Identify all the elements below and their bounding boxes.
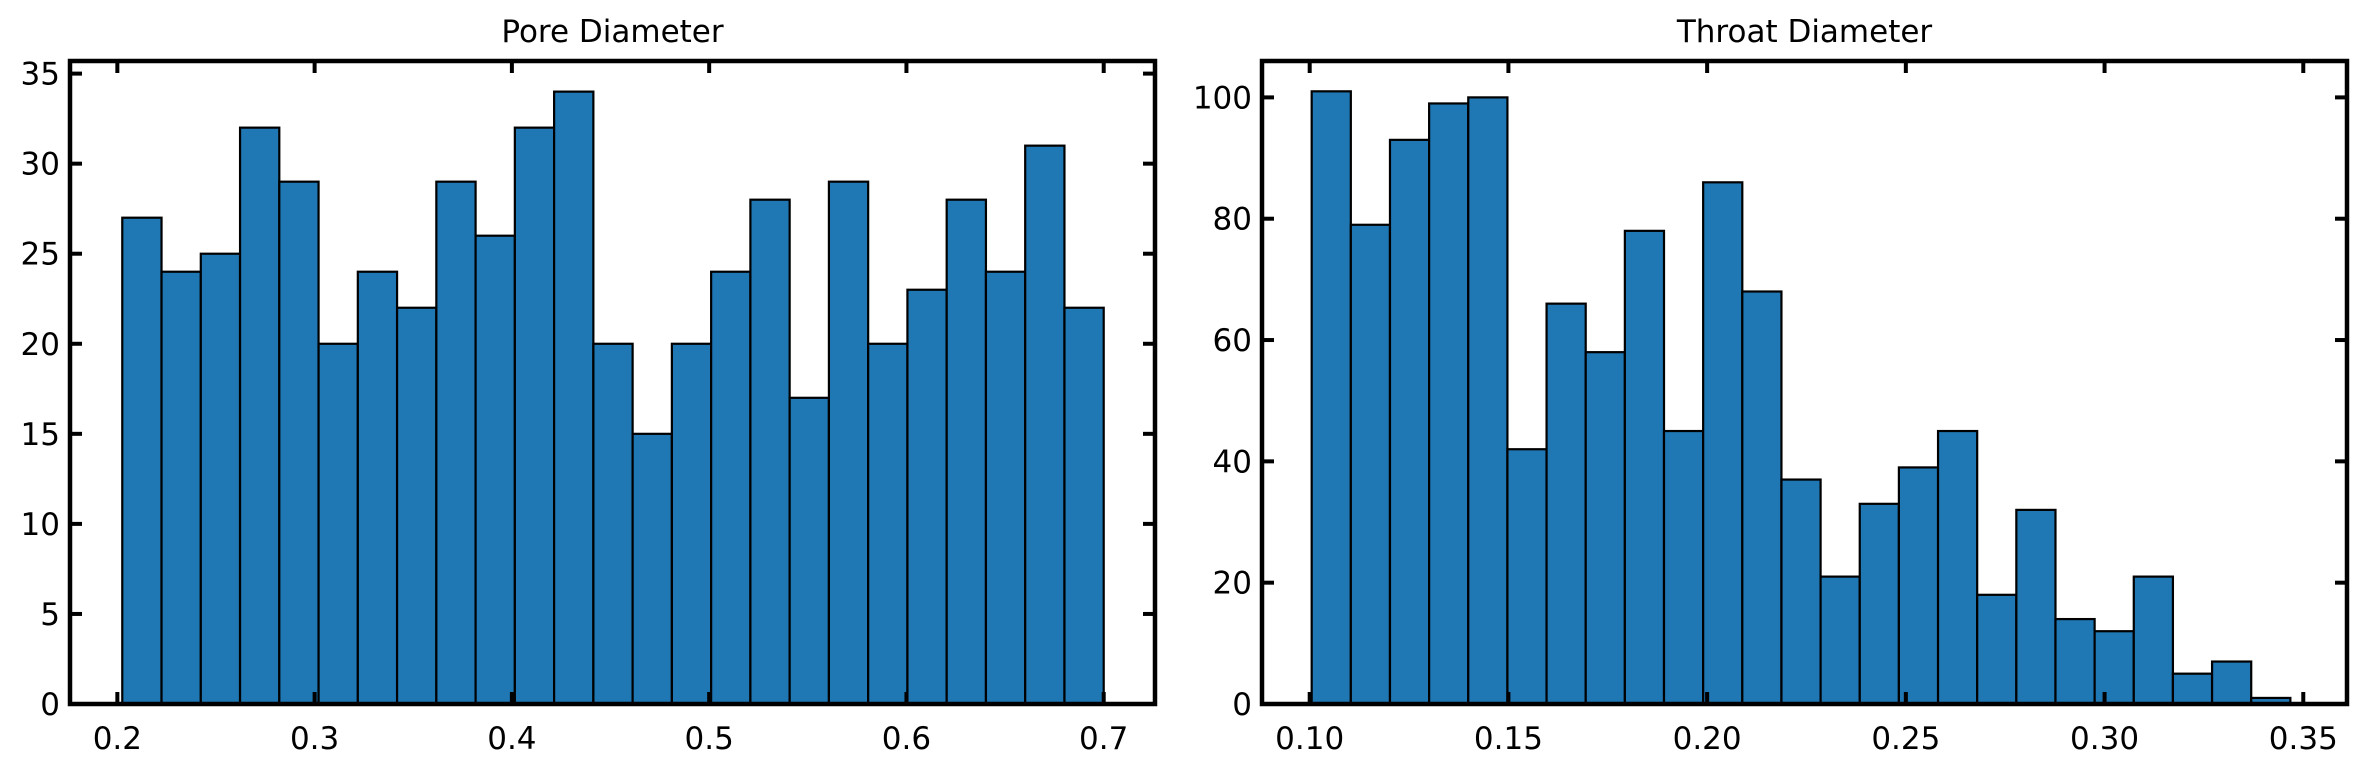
histogram-bar — [1310, 90, 1352, 706]
histogram-bar — [1936, 429, 1979, 706]
y-tick-label: 20 — [1213, 566, 1252, 602]
histogram-bar — [121, 216, 163, 706]
histogram-bar — [592, 342, 634, 706]
y-tick-label: 5 — [40, 597, 60, 633]
x-tick-label: 0.10 — [1275, 721, 1344, 757]
histogram-bar — [1349, 223, 1392, 706]
x-tick-label: 0.15 — [1474, 721, 1543, 757]
y-tick-label: 100 — [1193, 80, 1252, 116]
histogram-bar — [474, 234, 516, 706]
histogram-bar — [788, 396, 831, 706]
histogram-bar — [1428, 102, 1470, 706]
histogram-bar — [1506, 448, 1548, 706]
y-tick-label: 80 — [1213, 202, 1252, 238]
histogram-bar — [1662, 429, 1705, 706]
histogram-bar — [1467, 96, 1509, 706]
chart-title: Throat Diameter — [1676, 14, 1933, 50]
x-tick-label: 0.25 — [1871, 721, 1940, 757]
histogram-bar — [513, 126, 556, 706]
histogram-bar — [2015, 508, 2057, 706]
histogram-bar — [1623, 229, 1666, 706]
y-tick-label: 60 — [1213, 323, 1252, 359]
y-tick-label: 30 — [21, 147, 60, 183]
histogram-bar — [984, 270, 1027, 706]
histogram-bar — [1545, 302, 1587, 706]
x-tick-label: 0.3 — [290, 721, 339, 757]
histogram-bar — [395, 306, 438, 706]
x-tick-label: 0.30 — [2070, 721, 2139, 757]
histogram-bar — [631, 432, 673, 706]
histogram-bar — [827, 180, 870, 706]
histogram-bar — [1897, 466, 1940, 706]
x-tick-label: 0.2 — [93, 721, 142, 757]
histogram-bar — [710, 270, 752, 706]
histogram-bar — [945, 198, 988, 706]
histogram-bar — [356, 270, 399, 706]
histogram-bar — [1858, 502, 1900, 706]
x-tick-label: 0.5 — [685, 721, 734, 757]
histogram-bar — [1024, 144, 1066, 706]
histogram-bar — [906, 288, 948, 706]
y-tick-label: 15 — [21, 417, 60, 453]
histogram-bar — [2093, 630, 2135, 706]
y-tick-label: 40 — [1213, 444, 1252, 480]
pore-diameter-histogram: 0.2 0.3 0.4 0.5 0.6 0.7 0 5 10 15 20 25 30 35 Pore Dia… — [21, 14, 1158, 757]
histogram-bar — [199, 252, 242, 706]
histogram-bar — [749, 198, 791, 706]
y-tick-label: 10 — [21, 507, 60, 543]
histogram-bar — [2171, 672, 2214, 706]
histogram-bar — [1702, 181, 1744, 706]
x-tick-label: 0.7 — [1079, 721, 1128, 757]
throat-diameter-histogram: 0.10 0.15 0.20 0.25 0.30 0.35 0 20 40 60 80 100 Thro… — [1193, 14, 2350, 757]
histogram-bar — [160, 270, 202, 706]
histogram-bar — [1819, 575, 1861, 706]
chart-title: Pore Diameter — [501, 14, 724, 50]
histogram-bar — [278, 180, 320, 706]
x-tick-label: 0.35 — [2269, 721, 2338, 757]
histogram-bar — [553, 90, 595, 706]
histogram-bar — [1063, 306, 1105, 706]
y-tick-label: 25 — [21, 237, 60, 273]
histogram-bar — [1388, 138, 1431, 706]
plot-frame — [1259, 58, 2350, 707]
histogram-bar — [670, 342, 713, 706]
plot-frame — [67, 58, 1158, 707]
x-tick-label: 0.4 — [487, 721, 536, 757]
y-tick-label: 0 — [40, 687, 60, 723]
y-tick-label: 20 — [21, 327, 60, 363]
histogram-bar — [435, 180, 477, 706]
histogram-bar — [2054, 617, 2096, 706]
histogram-bar — [1976, 593, 2018, 706]
x-tick-label: 0.20 — [1673, 721, 1742, 757]
histogram-bar — [2132, 575, 2175, 706]
histogram-bar — [867, 342, 909, 706]
y-tick-label: 0 — [1232, 687, 1252, 723]
histogram-bar — [317, 342, 359, 706]
x-tick-label: 0.6 — [882, 721, 931, 757]
histogram-bar — [1780, 478, 1822, 706]
histogram-bar — [1741, 290, 1783, 706]
y-tick-label: 35 — [21, 57, 60, 93]
histogram-bar — [2210, 660, 2253, 706]
histogram-bar — [1584, 351, 1626, 706]
histogram-bar — [238, 126, 281, 706]
